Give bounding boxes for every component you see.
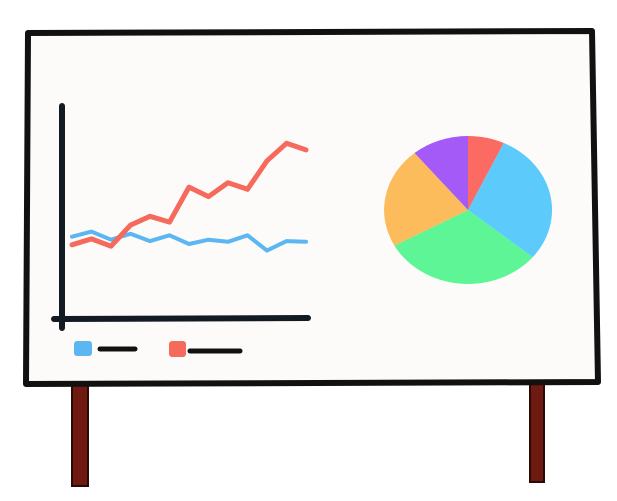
pie-blue-slice bbox=[468, 143, 553, 258]
board-leg-left bbox=[71, 377, 89, 487]
pie-red-slice bbox=[468, 135, 504, 210]
x-axis bbox=[51, 315, 311, 322]
pie-chart bbox=[384, 135, 553, 284]
board-leg-right bbox=[529, 377, 545, 483]
blue-series-line bbox=[70, 229, 308, 253]
red-series-line bbox=[69, 140, 309, 249]
legend-swatch-red bbox=[169, 341, 186, 357]
chart-legend bbox=[74, 341, 243, 357]
line-chart bbox=[51, 103, 311, 331]
pie-orange-slice bbox=[384, 153, 468, 246]
whiteboard-frame bbox=[23, 28, 601, 387]
legend-swatch-blue bbox=[74, 341, 92, 356]
pie-purple-slice bbox=[414, 136, 468, 210]
pie-green-slice bbox=[394, 210, 533, 284]
